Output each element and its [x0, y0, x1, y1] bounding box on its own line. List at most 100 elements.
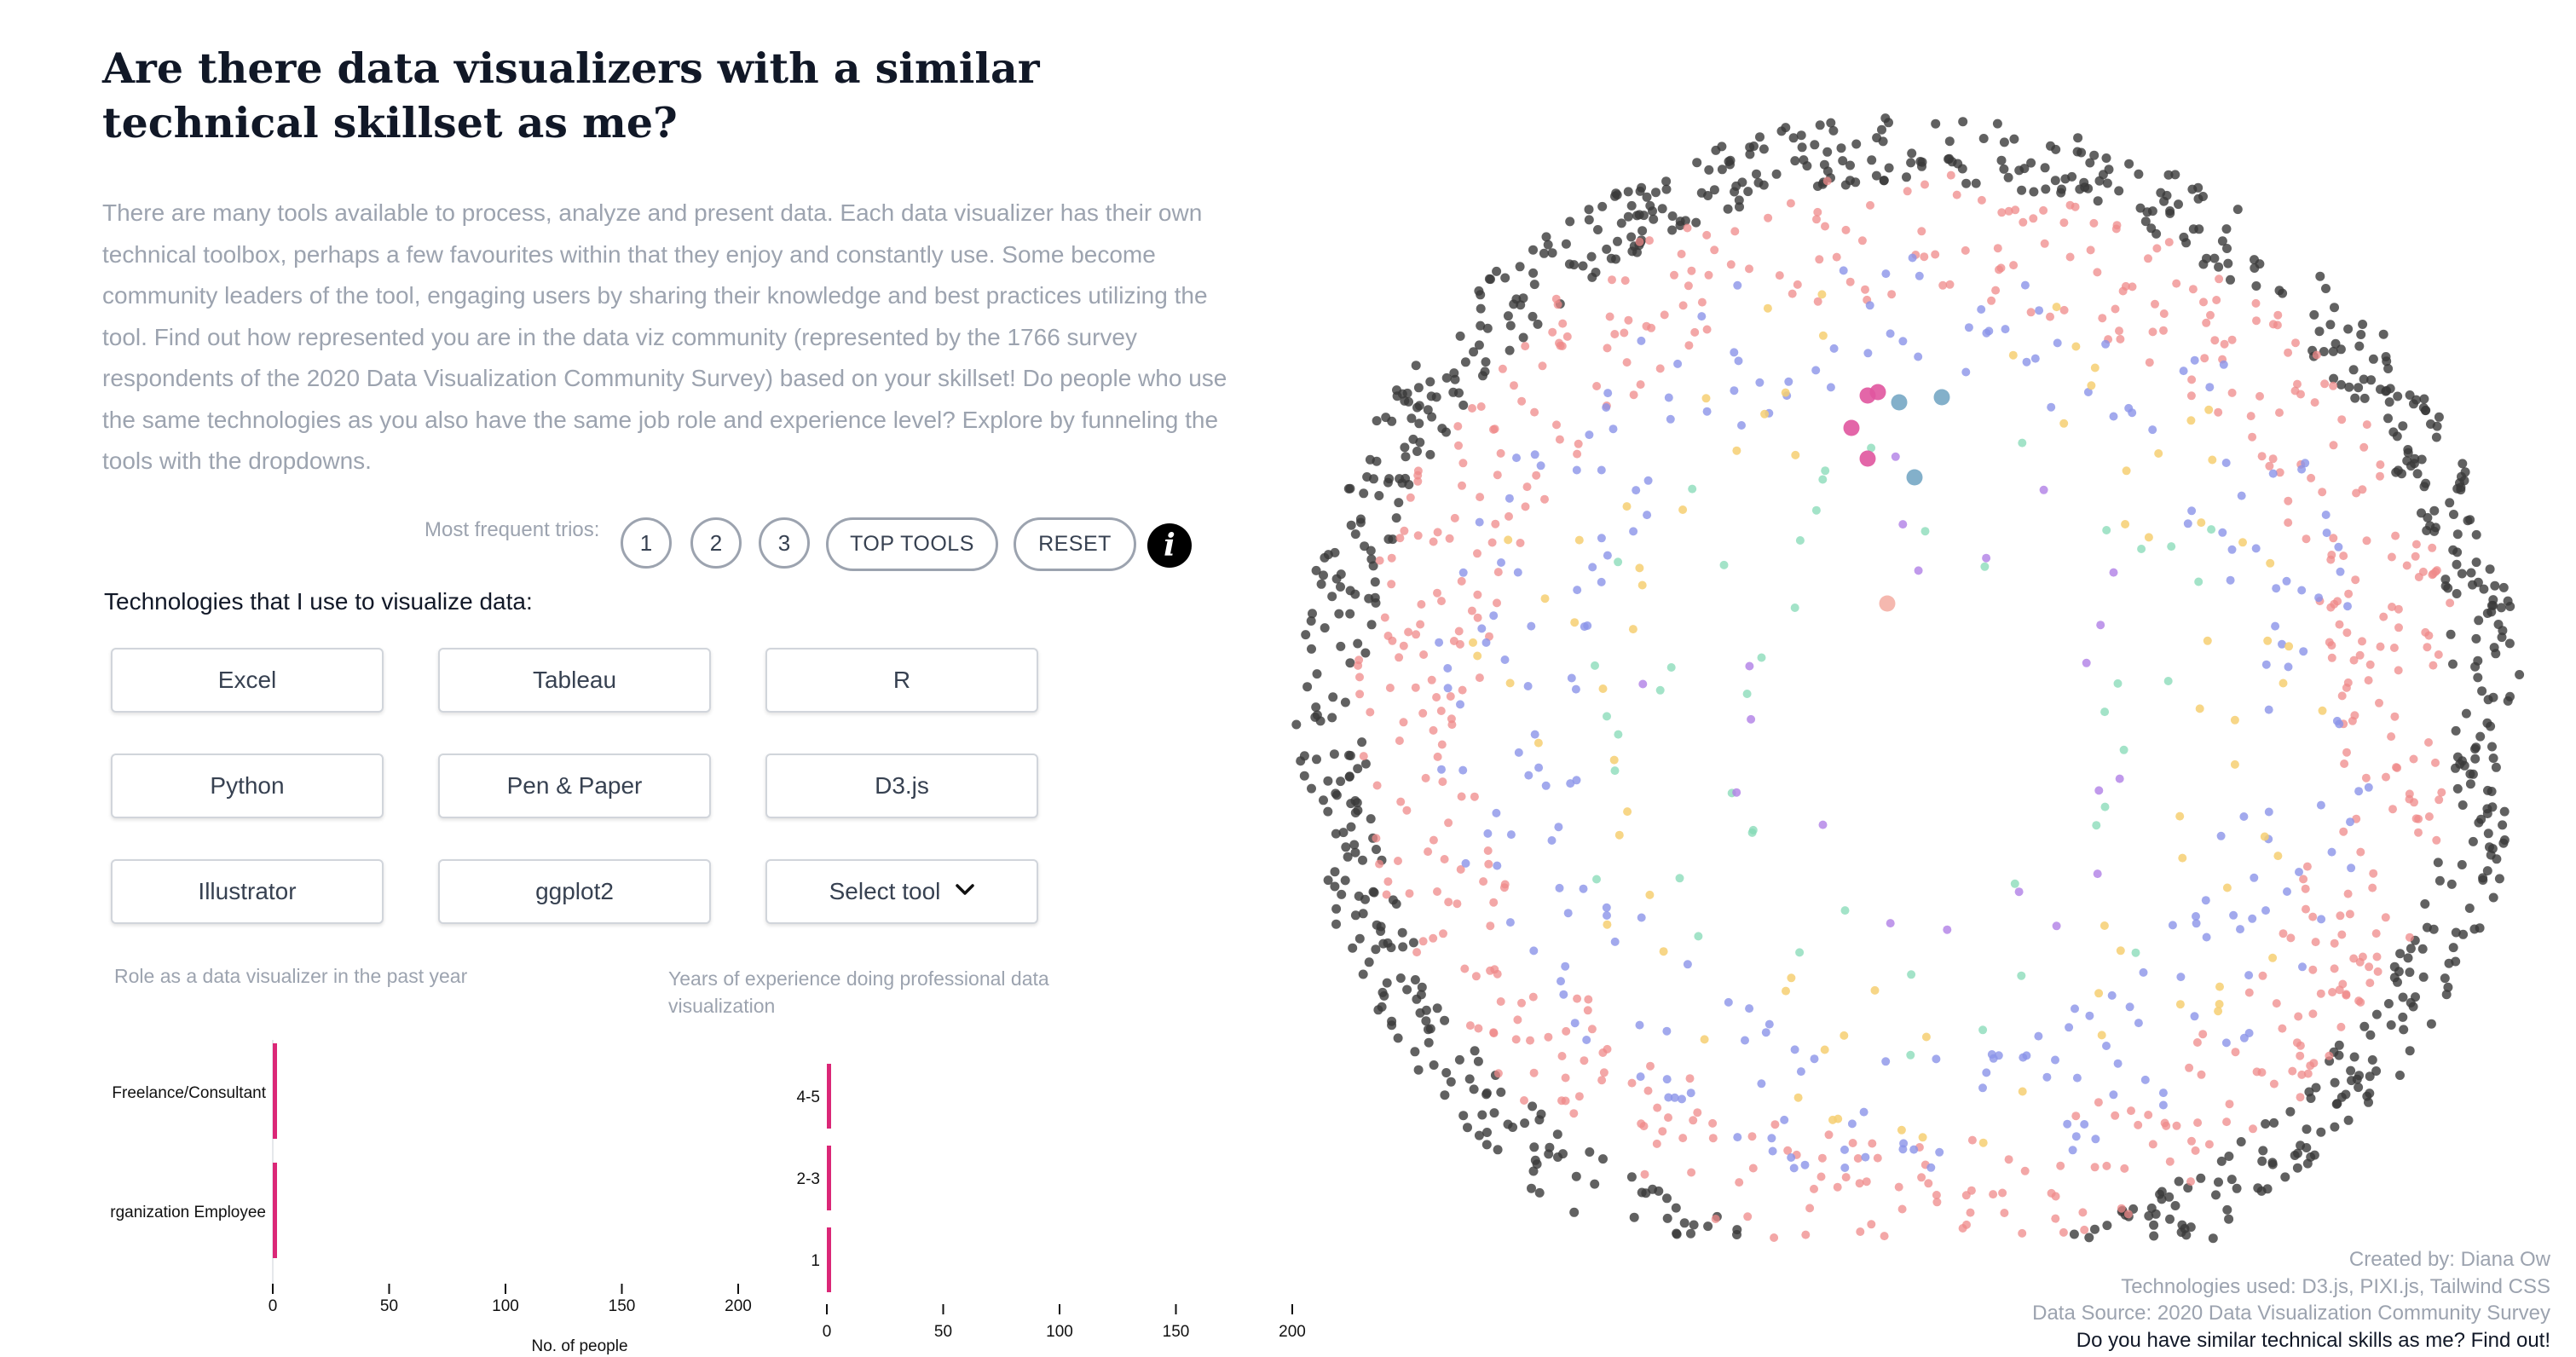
select-tool-dropdown[interactable]: Select tool	[765, 859, 1038, 924]
scatter-dot	[1657, 204, 1667, 214]
scatter-dot	[1620, 328, 1629, 338]
scatter-dot	[1555, 435, 1564, 444]
scatter-dot	[1496, 448, 1505, 458]
scatter-dot	[1301, 630, 1311, 640]
trio-1-button[interactable]: 1	[621, 517, 672, 569]
scatter-dot	[2268, 469, 2278, 478]
tool-illustrator-button[interactable]: Illustrator	[111, 859, 384, 924]
scatter-dot	[1638, 679, 1648, 689]
tool-tableau-button[interactable]: Tableau	[438, 648, 711, 713]
scatter-dot	[1299, 751, 1309, 761]
scatter-dot	[1741, 1036, 1749, 1045]
scatter-dot	[2115, 326, 2123, 336]
tool-pen-paper-button[interactable]: Pen & Paper	[438, 754, 711, 818]
scatter-dot	[1532, 471, 1541, 480]
scatter-dot	[2279, 678, 2288, 688]
scatter-dot	[1323, 806, 1333, 817]
scatter-dot	[2327, 641, 2336, 650]
scatter-dot	[2309, 1150, 2319, 1160]
scatter-dot	[2051, 1214, 2060, 1223]
scatter-dot	[1440, 855, 1449, 863]
scatter-dot	[2362, 420, 2371, 430]
scatter-dot	[1767, 1134, 1776, 1143]
scatter-dot	[1867, 1220, 1876, 1229]
scatter-dot	[1523, 682, 1533, 690]
scatter-dot	[2065, 252, 2075, 262]
scatter-dot	[1643, 1086, 1653, 1095]
scatter-dot	[2162, 1121, 2171, 1130]
scatter-dot	[1666, 663, 1676, 672]
scatter-dot	[2280, 1172, 2290, 1182]
scatter-dot	[1840, 1145, 1849, 1154]
scatter-dot	[2187, 506, 2197, 516]
scatter-dot	[1308, 609, 1317, 619]
scatter-dot	[1425, 449, 1435, 459]
scatter-dot	[2423, 643, 2432, 652]
trio-2-button[interactable]: 2	[690, 517, 742, 569]
scatter-dot	[2395, 1071, 2405, 1080]
scatter-dot	[1789, 1164, 1799, 1173]
scatter-dot	[1838, 156, 1848, 166]
tool-python-button[interactable]: Python	[111, 754, 384, 818]
scatter-dot	[1496, 1087, 1506, 1097]
scatter-dot	[2328, 346, 2338, 356]
scatter-dot	[2457, 471, 2466, 482]
reset-button[interactable]: RESET	[1014, 517, 1136, 571]
scatter-dot	[1868, 1139, 1877, 1148]
scatter-dot	[2440, 973, 2450, 984]
scatter-dot	[2059, 218, 2069, 228]
scatter-dot	[1554, 823, 1563, 832]
scatter-dot	[2366, 375, 2377, 385]
scatter-dot	[1460, 964, 1470, 973]
scatter-dot	[1291, 719, 1302, 730]
scatter-dot	[1593, 225, 1603, 234]
scatter-dot	[2190, 355, 2199, 365]
tool-excel-button[interactable]: Excel	[111, 648, 384, 713]
scatter-dot	[1551, 294, 1561, 303]
tool-r-button[interactable]: R	[765, 648, 1038, 713]
scatter-dot	[1815, 255, 1824, 264]
scatter-dot	[1454, 441, 1463, 450]
top-tools-button[interactable]: TOP TOOLS	[826, 517, 998, 571]
scatter-dot	[2157, 1194, 2167, 1204]
scatter-dot	[1982, 1068, 1991, 1077]
scatter-dot	[1724, 997, 1733, 1007]
scatter-dot	[2273, 310, 2283, 320]
tool-d3js-button[interactable]: D3.js	[765, 754, 1038, 818]
scatter-dot	[2328, 988, 2337, 996]
scatter-dot	[2347, 863, 2356, 873]
scatter-dot	[1752, 169, 1761, 179]
scatter-dot	[1443, 684, 1453, 693]
scatter-dot	[1458, 765, 1468, 775]
x-axis-label: No. of people	[531, 1337, 627, 1355]
scatter-dot	[1481, 357, 1491, 367]
scatter-dot	[1761, 1028, 1770, 1037]
scatter-dot	[1399, 641, 1408, 650]
scatter-dot	[2395, 949, 2406, 959]
scatter-dot	[2405, 933, 2414, 942]
scatter-dot	[2071, 1004, 2079, 1013]
scatter-dot	[1454, 627, 1464, 636]
scatter-dot	[2418, 972, 2429, 982]
trio-3-button[interactable]: 3	[759, 517, 810, 569]
scatter-dot	[1493, 598, 1501, 608]
scatter-dot	[1540, 594, 1550, 603]
scatter-dot	[1404, 627, 1413, 637]
scatter-dot	[1458, 400, 1469, 410]
scatter-dot	[1331, 919, 1341, 929]
scatter-dot	[1903, 187, 1912, 196]
tool-ggplot2-button[interactable]: ggplot2	[438, 859, 711, 924]
scatter-dot	[1867, 443, 1876, 453]
scatter-dot	[1473, 651, 1482, 661]
scatter-dot	[2358, 485, 2367, 494]
scatter-dot	[2393, 977, 2402, 987]
scatter-dot	[2098, 314, 2107, 323]
scatter-dot	[1855, 1179, 1864, 1188]
scatter-dot	[2308, 912, 2318, 921]
scatter-dot	[1455, 331, 1465, 341]
scatter-dot	[1599, 1068, 1609, 1077]
scatter-dot	[1358, 909, 1368, 919]
scatter-dot	[1376, 927, 1386, 936]
scatter-dot	[1493, 861, 1502, 870]
info-icon[interactable]: i	[1147, 523, 1192, 568]
